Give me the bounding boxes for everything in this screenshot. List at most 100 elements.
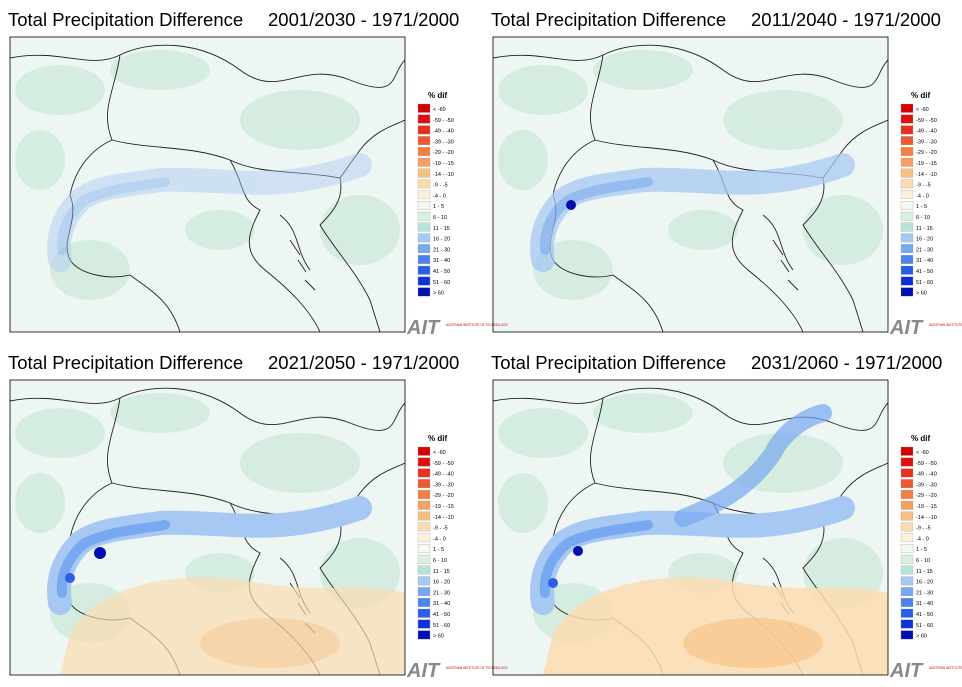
legend-label: 11 - 15	[916, 569, 933, 575]
legend-swatch	[900, 565, 914, 575]
legend-label: -29 - -20	[433, 493, 454, 499]
legend-label: -39 - -30	[916, 482, 937, 488]
legend-swatch	[900, 468, 914, 478]
legend-swatch	[900, 168, 914, 178]
legend-label: -19 - -15	[433, 161, 454, 167]
legend-swatch	[900, 479, 914, 489]
legend-swatch	[900, 533, 914, 543]
legend-label: 1 - 5	[916, 204, 927, 210]
legend-label: -19 - -15	[433, 504, 454, 510]
legend-label: 16 - 20	[433, 237, 450, 243]
legend-label: 11 - 15	[916, 226, 933, 232]
legend-label: 16 - 20	[433, 580, 450, 586]
legend-label: 51 - 60	[916, 280, 933, 286]
legend-swatch	[900, 125, 914, 135]
legend-swatch	[417, 287, 431, 297]
legend-label: 6 - 10	[916, 215, 930, 221]
legend-label: 31 - 40	[433, 601, 450, 607]
legend-swatch	[417, 608, 431, 618]
legend-label: < -60	[916, 107, 929, 113]
legend-swatch	[417, 179, 431, 189]
legend-swatch	[417, 479, 431, 489]
legend-swatch	[900, 136, 914, 146]
legend-swatch	[417, 522, 431, 532]
legend-swatch	[900, 544, 914, 553]
legend-label: -39 - -30	[433, 139, 454, 145]
legend-swatch	[417, 490, 431, 499]
legend-label: 31 - 40	[916, 601, 933, 607]
legend-swatch	[417, 576, 431, 586]
legend-swatch	[417, 598, 431, 607]
panel-period: 2031/2060 - 1971/2000	[751, 352, 942, 373]
legend-label: -59 - -50	[433, 461, 454, 467]
legend-label: 1 - 5	[433, 547, 444, 553]
legend-swatch	[900, 608, 914, 618]
logo: AIT	[889, 317, 924, 339]
legend-swatch	[900, 222, 914, 232]
legend-label: 31 - 40	[433, 258, 450, 264]
legend-label: -14 - -10	[433, 515, 454, 521]
map	[493, 37, 888, 332]
legend-swatch	[417, 168, 431, 178]
legend-swatch	[900, 587, 914, 597]
legend-label: 21 - 30	[916, 590, 933, 596]
legend-swatch	[900, 265, 914, 275]
panel: Total Precipitation Difference 2001/2030 …	[8, 9, 509, 339]
legend-swatch	[417, 125, 431, 135]
legend-label: 51 - 60	[433, 280, 450, 286]
legend-label: -4 - 0	[433, 536, 446, 542]
map-frame	[492, 36, 889, 333]
legend-swatch	[900, 201, 914, 210]
legend-swatch	[417, 276, 431, 286]
legend-label: > 60	[916, 634, 927, 640]
legend-label: -9 - -5	[433, 183, 448, 189]
legend-swatch	[417, 500, 431, 510]
legend-swatch	[900, 287, 914, 297]
legend-swatch	[417, 533, 431, 543]
panel-period: 2021/2050 - 1971/2000	[268, 352, 459, 373]
map	[493, 380, 888, 675]
legend-swatch	[417, 103, 431, 113]
legend-label: -4 - 0	[433, 193, 446, 199]
legend-label: 21 - 30	[916, 247, 933, 253]
legend-swatch	[900, 500, 914, 510]
logo-subtext: AUSTRIAN INSTITUTE OF TECHNOLOGY	[446, 666, 509, 670]
legend-swatch	[417, 233, 431, 243]
legend-label: -29 - -20	[916, 493, 937, 499]
legend-swatch	[417, 511, 431, 521]
legend-label: 21 - 30	[433, 247, 450, 253]
legend-swatch	[900, 576, 914, 586]
legend-label: -4 - 0	[916, 193, 929, 199]
legend-title: % dif	[428, 91, 447, 100]
legend-label: > 60	[916, 291, 927, 297]
legend-swatch	[900, 511, 914, 521]
legend-swatch	[900, 211, 914, 221]
legend-swatch	[900, 619, 914, 629]
legend-swatch	[417, 619, 431, 629]
legend-label: 41 - 50	[433, 612, 450, 618]
legend-swatch	[417, 222, 431, 232]
legend-swatch	[900, 522, 914, 532]
panel-title: Total Precipitation Difference	[491, 352, 726, 373]
legend-swatch	[900, 114, 914, 124]
legend-title: % dif	[911, 91, 930, 100]
legend-label: -59 - -50	[916, 461, 937, 467]
legend-label: -19 - -15	[916, 161, 937, 167]
legend-swatch	[900, 490, 914, 499]
logo: AIT	[406, 317, 441, 339]
legend-label: -59 - -50	[433, 118, 454, 124]
legend-swatch	[900, 446, 914, 456]
legend-label: -9 - -5	[433, 526, 448, 532]
legend-label: -49 - -40	[433, 129, 454, 135]
legend-swatch	[417, 114, 431, 124]
legend-label: -4 - 0	[916, 536, 929, 542]
panel: Total Precipitation Difference 2021/2050 …	[8, 352, 509, 682]
legend-swatch	[417, 255, 431, 264]
legend-swatch	[417, 147, 431, 156]
legend-label: 16 - 20	[916, 237, 933, 243]
legend-swatch	[417, 565, 431, 575]
legend-label: 6 - 10	[433, 215, 447, 221]
legend-label: -14 - -10	[433, 172, 454, 178]
map-frame	[9, 36, 406, 333]
